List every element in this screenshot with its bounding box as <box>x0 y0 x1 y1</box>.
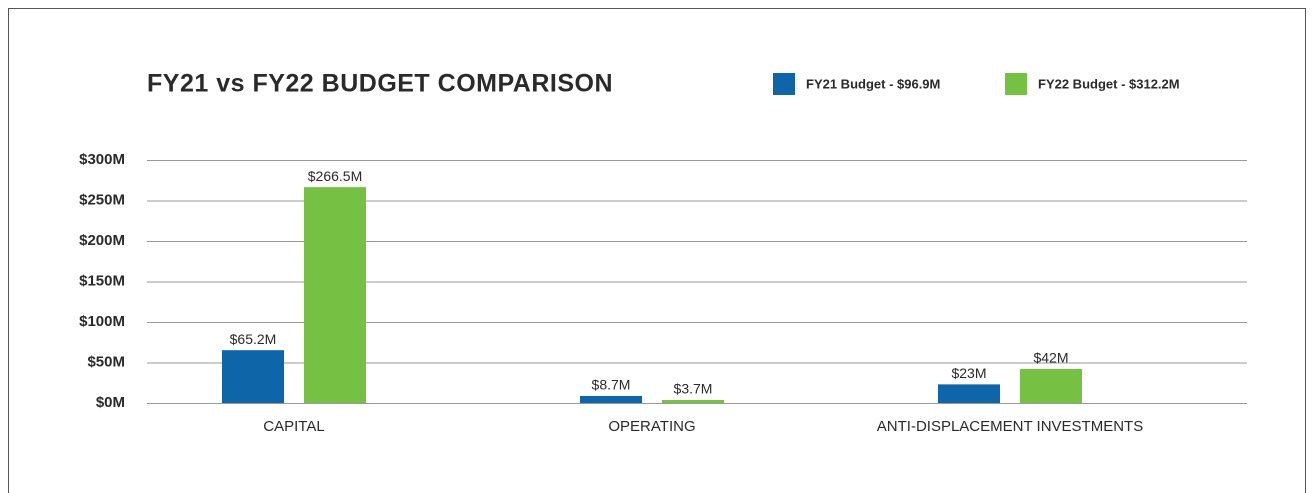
y-tick-label: $250M <box>79 191 125 208</box>
y-tick-label: $100M <box>79 313 125 330</box>
x-tick-label: OPERATING <box>608 418 695 435</box>
legend-label: FY21 Budget - $96.9M <box>806 76 940 91</box>
bar <box>1020 368 1082 403</box>
value-label: $23M <box>951 365 986 381</box>
bar <box>662 400 724 403</box>
y-tick-label: $150M <box>79 272 125 289</box>
legend-swatch <box>773 73 795 95</box>
legend-label: FY22 Budget - $312.2M <box>1038 76 1180 91</box>
value-label: $65.2M <box>230 331 277 347</box>
bar <box>580 395 642 403</box>
legend-swatch <box>1005 73 1027 95</box>
value-label: $3.7M <box>674 381 713 397</box>
value-label: $8.7M <box>592 377 631 393</box>
bar <box>938 384 1000 403</box>
y-tick-label: $0M <box>96 394 125 411</box>
value-label: $266.5M <box>308 168 362 184</box>
y-tick-label: $300M <box>79 151 125 168</box>
x-tick-label: ANTI-DISPLACEMENT INVESTMENTS <box>877 418 1143 435</box>
frame <box>8 8 1306 493</box>
value-label: $42M <box>1033 350 1068 366</box>
y-tick-label: $50M <box>87 353 125 370</box>
bar <box>304 187 366 403</box>
y-tick-label: $200M <box>79 232 125 249</box>
x-tick-label: CAPITAL <box>263 418 324 435</box>
bar <box>222 350 284 403</box>
chart-title: FY21 vs FY22 BUDGET COMPARISON <box>147 70 613 98</box>
